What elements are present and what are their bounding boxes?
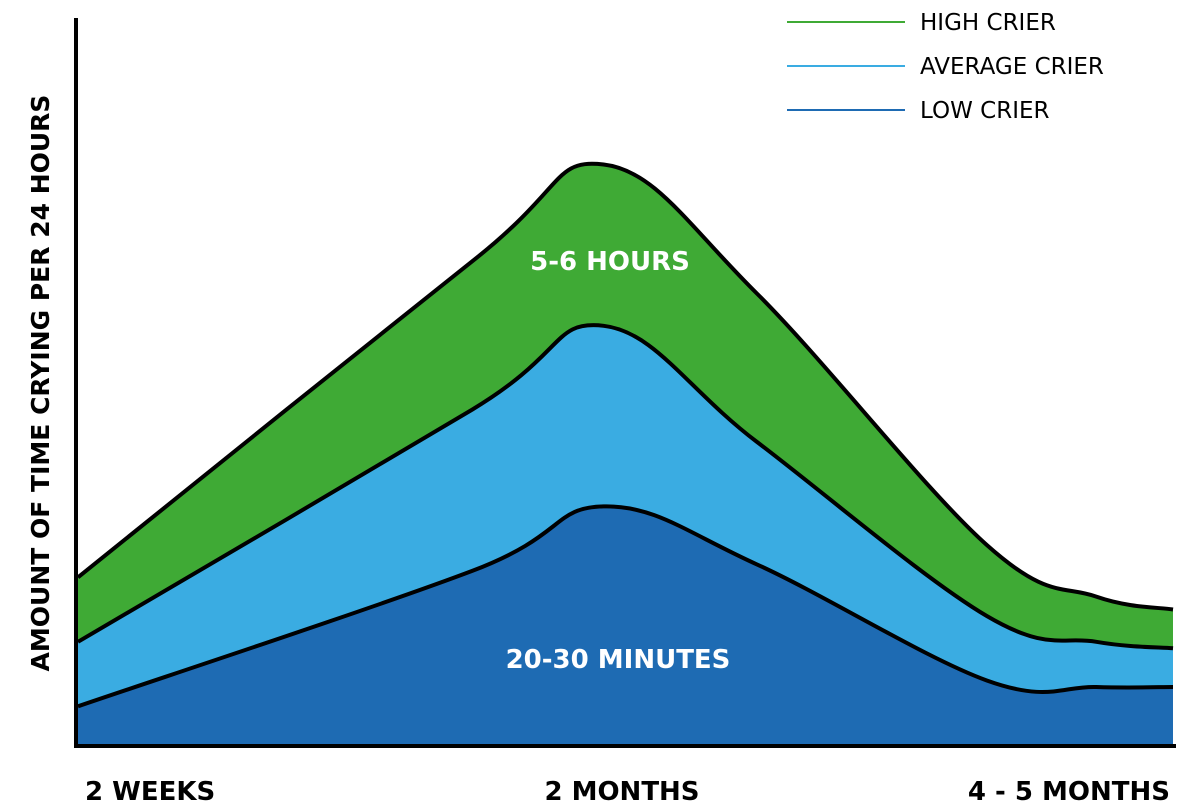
legend: HIGH CRIER AVERAGE CRIER LOW CRIER xyxy=(787,10,1104,124)
legend-label-high-crier: HIGH CRIER xyxy=(920,10,1056,36)
outline-high-crier xyxy=(76,161,1174,612)
area-layers xyxy=(76,161,1174,746)
outline-low-crier xyxy=(77,504,1174,709)
annotation-low-crier: 20-30 MINUTES xyxy=(506,645,731,675)
x-tick-label-2-months: 2 MONTHS xyxy=(544,777,699,807)
x-tick-label-2-weeks: 2 WEEKS xyxy=(85,777,215,807)
outline-average-crier xyxy=(76,323,1174,651)
area-low-crier xyxy=(78,506,1173,745)
annotation-high-crier: 5-6 HOURS xyxy=(530,247,690,277)
legend-label-low-crier: LOW CRIER xyxy=(920,98,1050,124)
x-tick-label-4-5-months: 4 - 5 MONTHS xyxy=(968,777,1170,807)
y-axis-label: AMOUNT OF TIME CRYING PER 24 HOURS xyxy=(26,95,55,672)
legend-label-average-crier: AVERAGE CRIER xyxy=(920,54,1104,80)
